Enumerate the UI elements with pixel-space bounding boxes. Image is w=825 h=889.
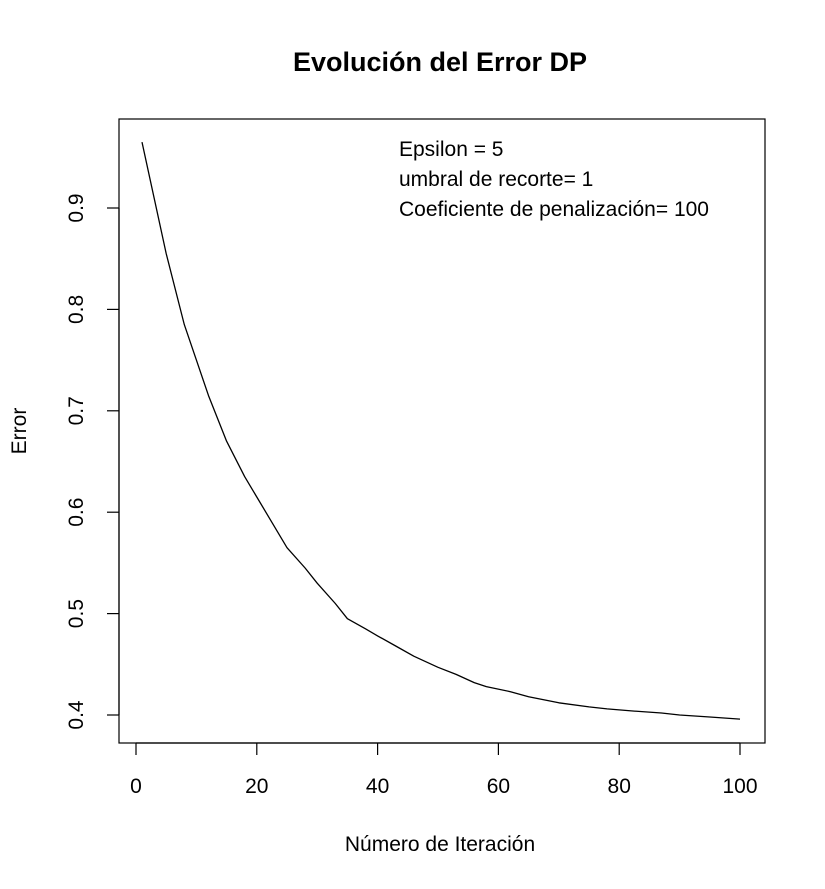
- y-tick-label: 0.8: [65, 295, 88, 324]
- y-axis: 0.4 0.5 0.6 0.7 0.8 0.9: [65, 193, 120, 730]
- series-layer: [141, 141, 741, 720]
- y-tick-label: 0.6: [65, 498, 88, 527]
- x-tick-label: 40: [366, 775, 389, 798]
- annotation-epsilon: Epsilon = 5: [399, 138, 504, 161]
- x-axis: 0 20 40 60 80 100: [130, 742, 758, 798]
- x-tick-label: 0: [130, 775, 142, 798]
- y-tick-label: 0.4: [65, 700, 88, 730]
- series-line: [141, 141, 741, 720]
- chart-title: Evolución del Error DP: [293, 47, 587, 77]
- x-axis-label: Número de Iteración: [345, 833, 535, 856]
- x-tick-label: 20: [245, 775, 268, 798]
- y-tick-label: 0.5: [65, 599, 88, 628]
- y-tick-label: 0.9: [65, 193, 88, 222]
- y-tick-label: 0.7: [65, 396, 88, 425]
- annotations: Epsilon = 5 umbral de recorte= 1 Coefici…: [399, 138, 709, 221]
- annotation-coeficiente: Coeficiente de penalización= 100: [399, 198, 709, 221]
- x-tick-label: 60: [487, 775, 510, 798]
- x-tick-label: 80: [608, 775, 631, 798]
- annotation-umbral: umbral de recorte= 1: [399, 168, 593, 191]
- y-axis-label: Error: [8, 408, 31, 455]
- x-tick-label: 100: [722, 775, 757, 798]
